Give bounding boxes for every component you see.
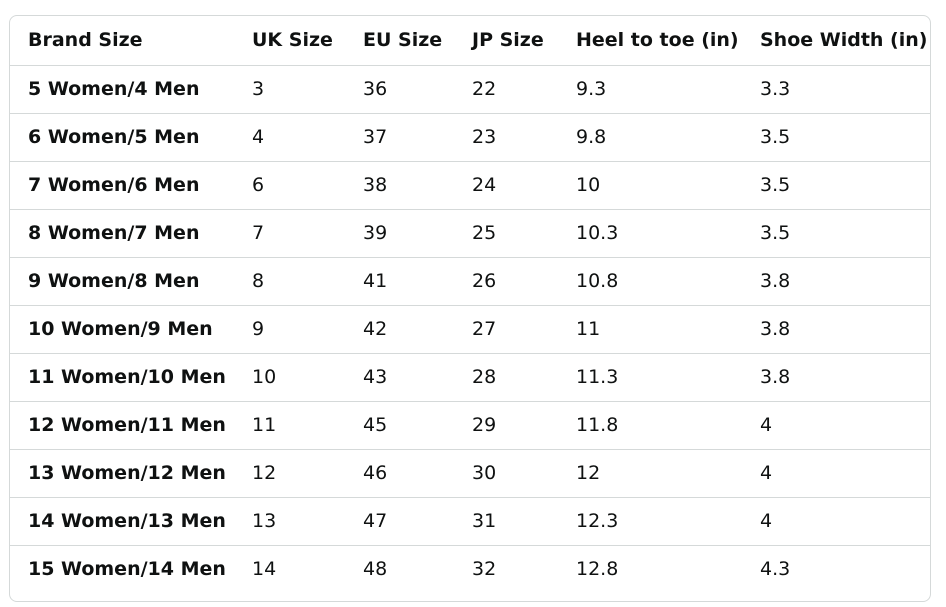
cell-jp-size: 30 [454,448,558,497]
cell-eu-size: 38 [345,160,454,209]
cell-brand-size: 10 Women/9 Men [10,304,234,353]
cell-uk-size: 10 [234,352,345,401]
cell-uk-size: 14 [234,544,345,593]
cell-brand-size: 9 Women/8 Men [10,256,234,305]
cell-shoe-width: 3.8 [742,352,930,401]
header-eu-size: EU Size [363,29,443,52]
cell-shoe-width: 4.3 [742,544,930,593]
cell-heel-to-toe: 10.8 [558,256,742,305]
table-row: 7 Women/6 Men 6 38 24 10 3.5 [10,160,930,209]
cell-uk-size: 12 [234,448,345,497]
table-row: 11 Women/10 Men 10 43 28 11.3 3.8 [10,352,930,401]
cell-eu-size: 45 [345,400,454,449]
cell-eu-size: 43 [345,352,454,401]
cell-shoe-width: 4 [742,496,930,545]
table-body: 5 Women/4 Men 3 36 22 9.3 3.3 6 Women/5 … [10,64,930,593]
cell-heel-to-toe: 11.8 [558,400,742,449]
table-row: 9 Women/8 Men 8 41 26 10.8 3.8 [10,256,930,305]
cell-eu-size: 48 [345,544,454,593]
cell-jp-size: 26 [454,256,558,305]
cell-shoe-width: 3.8 [742,304,930,353]
cell-brand-size: 8 Women/7 Men [10,208,234,257]
table-header: Brand Size UK Size EU Size JP Size Heel … [10,16,930,65]
table-row: 12 Women/11 Men 11 45 29 11.8 4 [10,400,930,449]
cell-eu-size: 42 [345,304,454,353]
cell-uk-size: 7 [234,208,345,257]
table-row: 6 Women/5 Men 4 37 23 9.8 3.5 [10,112,930,161]
cell-brand-size: 12 Women/11 Men [10,400,234,449]
table-row: 13 Women/12 Men 12 46 30 12 4 [10,448,930,497]
cell-shoe-width: 3.5 [742,112,930,161]
cell-heel-to-toe: 9.3 [558,64,742,113]
size-table: Brand Size UK Size EU Size JP Size Heel … [10,16,930,593]
cell-shoe-width: 3.8 [742,256,930,305]
cell-shoe-width: 4 [742,400,930,449]
cell-jp-size: 32 [454,544,558,593]
cell-heel-to-toe: 12.3 [558,496,742,545]
header-brand-size: Brand Size [28,29,143,52]
cell-brand-size: 5 Women/4 Men [10,64,234,113]
cell-brand-size: 11 Women/10 Men [10,352,234,401]
cell-jp-size: 23 [454,112,558,161]
cell-heel-to-toe: 10.3 [558,208,742,257]
cell-heel-to-toe: 12.8 [558,544,742,593]
cell-uk-size: 4 [234,112,345,161]
header-uk-size: UK Size [252,29,333,52]
cell-shoe-width: 3.5 [742,208,930,257]
header-shoe-width: Shoe Width (in) [760,29,928,52]
cell-jp-size: 28 [454,352,558,401]
cell-uk-size: 3 [234,64,345,113]
cell-uk-size: 8 [234,256,345,305]
cell-brand-size: 14 Women/13 Men [10,496,234,545]
size-chart-table: Brand Size UK Size EU Size JP Size Heel … [9,15,931,602]
header-jp-size: JP Size [472,29,544,52]
table-row: 5 Women/4 Men 3 36 22 9.3 3.3 [10,64,930,113]
cell-eu-size: 46 [345,448,454,497]
cell-jp-size: 27 [454,304,558,353]
cell-uk-size: 9 [234,304,345,353]
cell-heel-to-toe: 11.3 [558,352,742,401]
cell-eu-size: 36 [345,64,454,113]
cell-eu-size: 39 [345,208,454,257]
cell-shoe-width: 3.5 [742,160,930,209]
cell-jp-size: 25 [454,208,558,257]
cell-shoe-width: 4 [742,448,930,497]
cell-shoe-width: 3.3 [742,64,930,113]
cell-uk-size: 13 [234,496,345,545]
table-row: 10 Women/9 Men 9 42 27 11 3.8 [10,304,930,353]
cell-heel-to-toe: 12 [558,448,742,497]
cell-brand-size: 6 Women/5 Men [10,112,234,161]
header-heel-to-toe: Heel to toe (in) [576,29,739,52]
table-row: 15 Women/14 Men 14 48 32 12.8 4.3 [10,544,930,593]
header-row: Brand Size UK Size EU Size JP Size Heel … [10,16,930,65]
cell-heel-to-toe: 10 [558,160,742,209]
cell-heel-to-toe: 9.8 [558,112,742,161]
table-row: 14 Women/13 Men 13 47 31 12.3 4 [10,496,930,545]
cell-uk-size: 6 [234,160,345,209]
cell-jp-size: 31 [454,496,558,545]
cell-brand-size: 15 Women/14 Men [10,544,234,593]
cell-eu-size: 41 [345,256,454,305]
cell-heel-to-toe: 11 [558,304,742,353]
cell-eu-size: 37 [345,112,454,161]
cell-brand-size: 13 Women/12 Men [10,448,234,497]
table-row: 8 Women/7 Men 7 39 25 10.3 3.5 [10,208,930,257]
cell-brand-size: 7 Women/6 Men [10,160,234,209]
cell-jp-size: 29 [454,400,558,449]
cell-uk-size: 11 [234,400,345,449]
cell-jp-size: 24 [454,160,558,209]
cell-eu-size: 47 [345,496,454,545]
cell-jp-size: 22 [454,64,558,113]
